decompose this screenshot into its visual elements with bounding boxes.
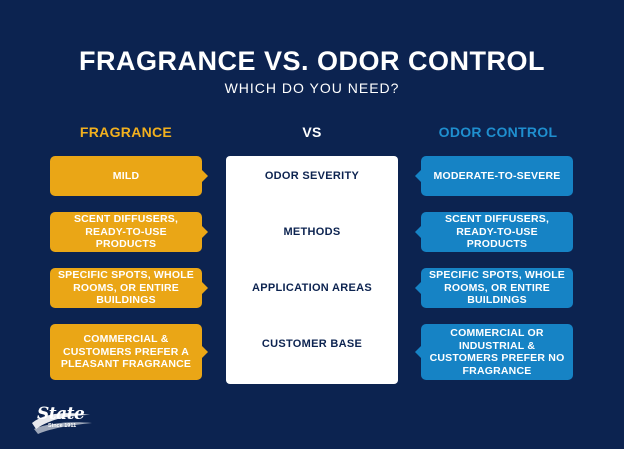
odor-control-box-odor-severity: MODERATE-TO-SEVERE [415,156,573,196]
row-label-application-areas: APPLICATION AREAS [252,282,372,294]
logo-wordmark: State [37,404,85,424]
row-label-odor-severity: ODOR SEVERITY [264,170,360,182]
logo-tagline: Since 1911 [48,423,77,429]
column-header-odor-control: ODOR CONTROL [438,124,558,140]
criteria-panel [226,156,398,384]
column-header-fragrance: FRAGRANCE [79,124,173,140]
odor-control-box-application-areas: SPECIFIC SPOTS, WHOLE ROOMS, OR ENTIRE B… [415,268,573,308]
fragrance-box-methods: SCENT DIFFUSERS, READY-TO-USE PRODUCTS [50,212,208,252]
page-subtitle: WHICH DO YOU NEED? [224,80,400,96]
fragrance-box-odor-severity: MILD [50,156,208,196]
fragrance-box-customer-base: COMMERCIAL & CUSTOMERS PREFER A PLEASANT… [50,324,208,380]
row-label-methods: METHODS [283,226,341,238]
fragrance-box-application-areas: SPECIFIC SPOTS, WHOLE ROOMS, OR ENTIRE B… [50,268,208,308]
odor-control-box-customer-base: COMMERCIAL OR INDUSTRIAL & CUSTOMERS PRE… [415,324,573,380]
row-label-customer-base: CUSTOMER BASE [261,338,363,350]
odor-control-box-methods: SCENT DIFFUSERS, READY-TO-USE PRODUCTS [415,212,573,252]
column-header-vs: VS [302,124,322,140]
state-logo-icon [32,413,92,434]
page-title: FRAGRANCE VS. ODOR CONTROL [78,46,545,76]
